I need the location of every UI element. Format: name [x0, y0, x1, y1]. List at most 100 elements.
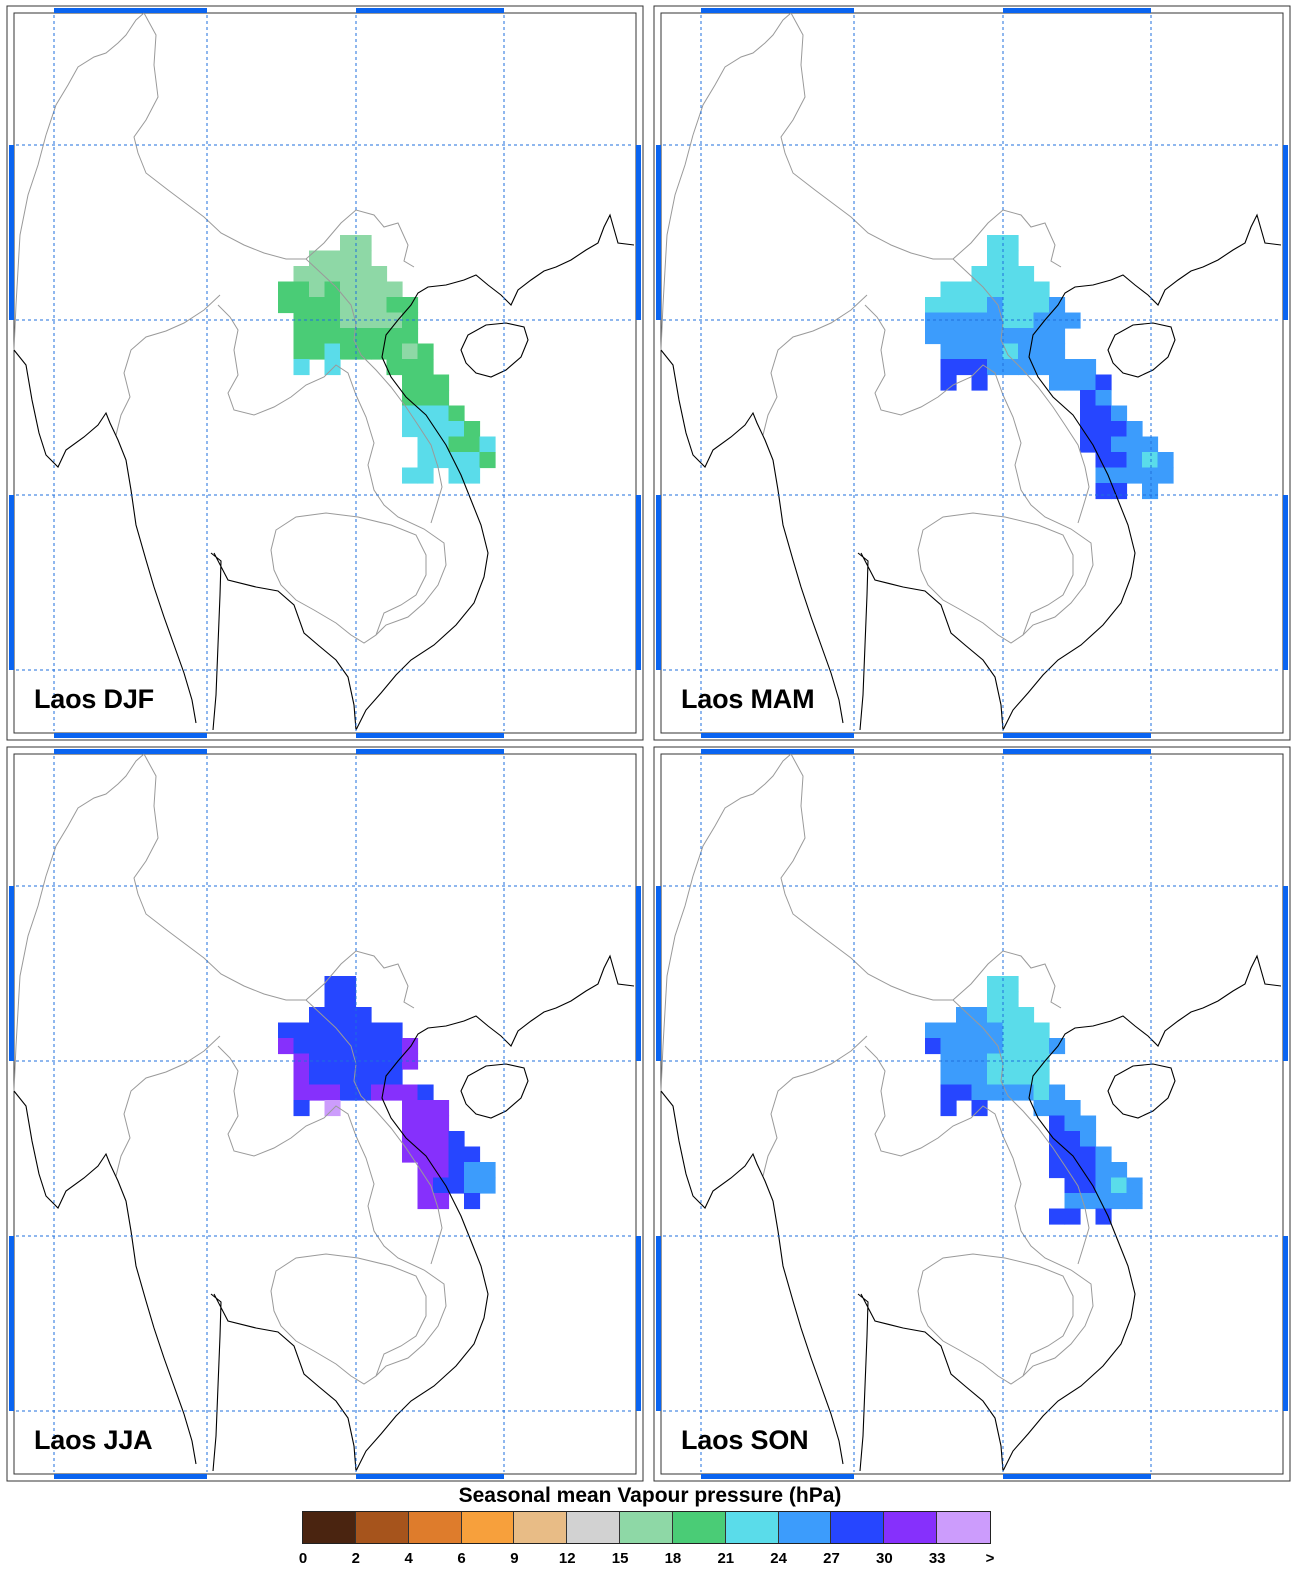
grid-cell: [479, 452, 496, 469]
grid-cell: [1018, 1007, 1035, 1024]
grid-cell: [417, 374, 434, 391]
grid-cell: [971, 1053, 988, 1070]
grid-cell: [293, 1100, 310, 1117]
grid-cell: [987, 1053, 1004, 1070]
grid-cell: [1018, 281, 1035, 298]
grid-cell: [293, 312, 310, 329]
grid-cell: [1157, 452, 1174, 469]
grid-cell: [355, 235, 372, 252]
grid-cell: [925, 1038, 942, 1055]
grid-cell: [987, 976, 1004, 993]
grid-cell: [340, 1084, 357, 1101]
grid-cell: [971, 1069, 988, 1086]
country-border: [270, 512, 427, 644]
grid-cell: [479, 1162, 496, 1179]
grid-cell: [956, 1038, 973, 1055]
grid-cell: [402, 312, 419, 329]
legend-swatch: [778, 1512, 832, 1543]
grid-cell: [433, 1115, 450, 1132]
grid-cell: [433, 1146, 450, 1163]
grid-cell: [1002, 235, 1019, 252]
grid-cell: [925, 297, 942, 314]
grid-cell: [987, 250, 1004, 267]
grid-cell: [479, 1177, 496, 1194]
grid-cell: [1095, 436, 1112, 453]
grid-cell: [1002, 1038, 1019, 1055]
grid-cell: [402, 328, 419, 345]
panel-title: Laos MAM: [681, 684, 815, 714]
grid-cell: [1049, 328, 1066, 345]
grid-cell: [1095, 1208, 1112, 1225]
grid-cell: [324, 1007, 341, 1024]
grid-cell: [1111, 405, 1128, 422]
grid-cell: [402, 1100, 419, 1117]
country-border: [917, 1253, 1074, 1385]
grid-cell: [340, 343, 357, 360]
grid-cell: [971, 312, 988, 329]
grid-cell: [448, 421, 465, 438]
grid-cell: [386, 281, 403, 298]
grid-cell: [309, 250, 326, 267]
grid-cell: [324, 976, 341, 993]
grid-cell: [340, 1069, 357, 1086]
grid-cell: [402, 1131, 419, 1148]
grid-cell: [940, 328, 957, 345]
grid-cell: [987, 1007, 1004, 1024]
grid-cell: [386, 1069, 403, 1086]
grid-cell: [1126, 436, 1143, 453]
grid-cell: [464, 467, 481, 484]
grid-cell: [340, 328, 357, 345]
grid-cell: [402, 421, 419, 438]
map-panel-son: Laos SON: [653, 746, 1291, 1482]
grid-cell: [309, 1053, 326, 1070]
grid-cell: [417, 390, 434, 407]
country-border: [692, 753, 792, 877]
grid-cell: [340, 991, 357, 1008]
grid-cell: [293, 1022, 310, 1039]
grid-cell: [340, 976, 357, 993]
grid-cell: [1142, 467, 1159, 484]
grid-cell: [324, 281, 341, 298]
legend-swatch: [355, 1512, 409, 1543]
grid-cell: [464, 1162, 481, 1179]
grid-cell: [987, 1038, 1004, 1055]
grid-cell: [340, 1038, 357, 1055]
grid-cell: [1033, 328, 1050, 345]
grid-cell: [1018, 1022, 1035, 1039]
grid-cell: [278, 297, 295, 314]
grid-cell: [1142, 483, 1159, 500]
grid-cell: [925, 1022, 942, 1039]
grid-cell: [433, 1177, 450, 1194]
grid-cell: [448, 1177, 465, 1194]
grid-cell: [1064, 312, 1081, 329]
grid-cell: [371, 281, 388, 298]
grid-cell: [293, 1053, 310, 1070]
grid-cell: [1033, 343, 1050, 360]
grid-cell: [340, 1007, 357, 1024]
legend-swatch: [408, 1512, 462, 1543]
country-border: [762, 1035, 868, 1177]
grid-cell: [925, 328, 942, 345]
frame-accent: [54, 749, 207, 754]
grid-cell: [324, 266, 341, 283]
grid-cell: [355, 266, 372, 283]
grid-cell: [987, 328, 1004, 345]
grid-cell: [1111, 436, 1128, 453]
grid-cell: [956, 312, 973, 329]
country-border: [13, 134, 47, 351]
grid-cell: [293, 328, 310, 345]
grid-cell: [309, 266, 326, 283]
grid-cell: [402, 343, 419, 360]
grid-cell: [309, 1084, 326, 1101]
grid-cell: [1064, 1162, 1081, 1179]
grid-cell: [355, 1069, 372, 1086]
grid-cell: [940, 1084, 957, 1101]
grid-cell: [1002, 250, 1019, 267]
grid-cell: [324, 991, 341, 1008]
grid-cell: [309, 281, 326, 298]
grid-cell: [1080, 405, 1097, 422]
grid-cell: [433, 436, 450, 453]
grid-cell: [1049, 1100, 1066, 1117]
vapour-pressure-cells: [925, 976, 1143, 1225]
frame-accent: [356, 8, 504, 13]
